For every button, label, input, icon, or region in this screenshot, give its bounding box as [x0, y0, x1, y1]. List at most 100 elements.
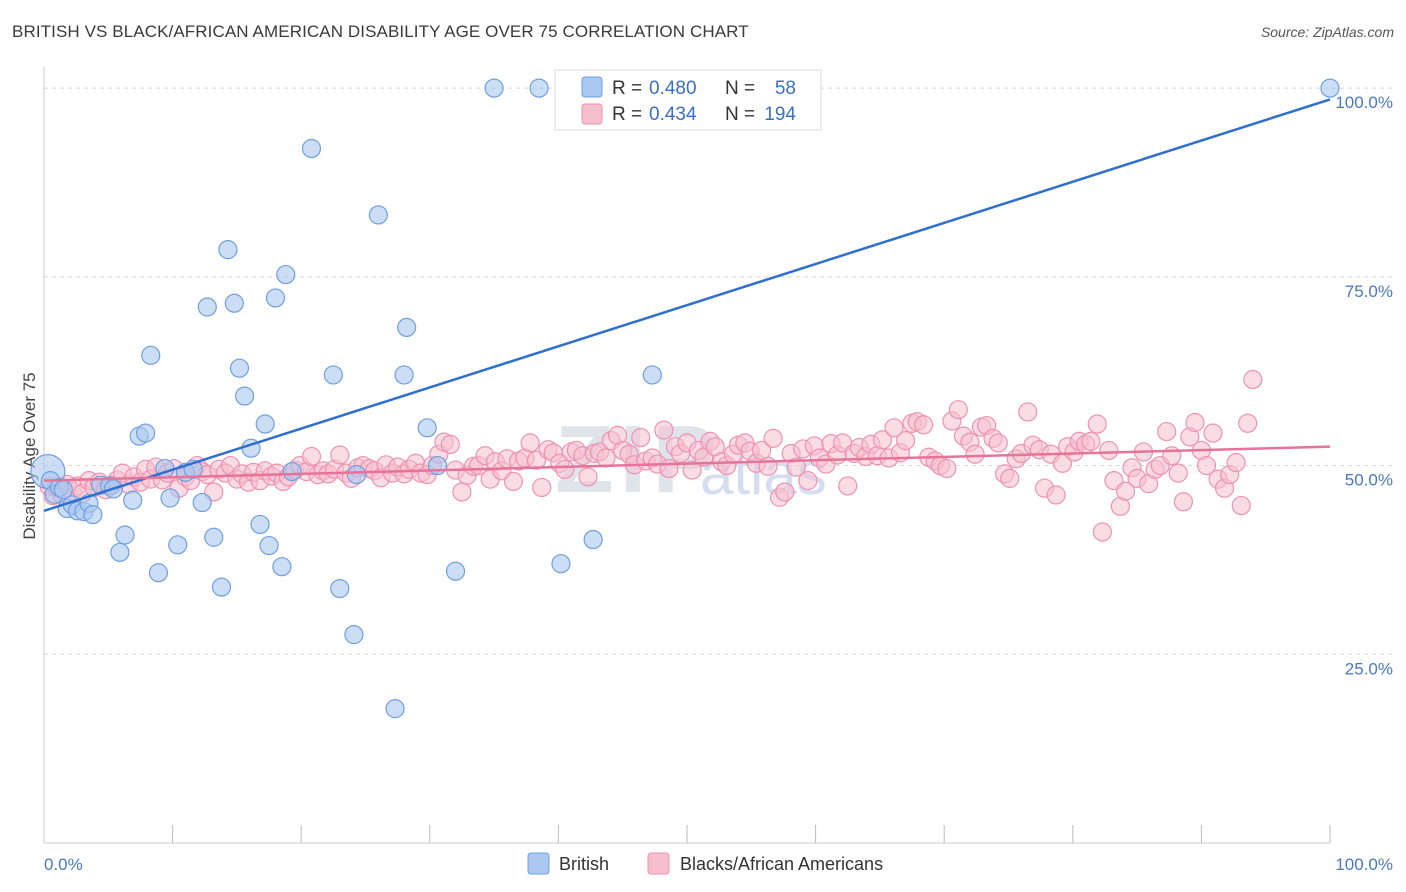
british-point-44: [330, 578, 350, 599]
legend-swatch-british: [581, 76, 603, 98]
legend-r-label-british: R =: [612, 78, 642, 99]
british-point-31: [224, 293, 244, 313]
black-point-210: [1243, 369, 1263, 390]
black-point-171: [1018, 402, 1038, 422]
british-point-48: [385, 699, 405, 719]
british-point-41: [282, 461, 302, 482]
british-point-30: [218, 240, 238, 260]
legend-swatch-black: [581, 103, 603, 125]
bottom-legend-swatch-black: [647, 852, 670, 875]
black-point-73: [452, 482, 472, 502]
british-point-49: [394, 365, 414, 385]
black-point-207: [1226, 452, 1246, 473]
british-point-55: [529, 78, 549, 98]
british-point-38: [265, 288, 286, 308]
y-tick-label-75: 75.0%: [1345, 282, 1393, 301]
black-point-195: [1157, 421, 1177, 442]
black-point-159: [948, 400, 968, 420]
british-point-42: [301, 138, 322, 159]
british-point-53: [445, 561, 466, 581]
trend-line-black: [43, 445, 1331, 482]
black-point-148: [884, 418, 904, 438]
black-point-197: [1168, 463, 1188, 483]
bottom-legend: British Blacks/African Americans: [527, 852, 883, 875]
bottom-legend-swatch-british: [527, 852, 550, 875]
black-point-85: [520, 433, 540, 453]
british-point-57: [583, 529, 603, 550]
british-point-36: [255, 414, 275, 434]
legend-n-value-black: 194: [764, 104, 796, 125]
british-point-45: [344, 625, 364, 645]
british-point-10: [83, 505, 103, 525]
black-point-203: [1203, 423, 1223, 443]
legend-r-value-black: 0.434: [649, 104, 697, 125]
black-point-157: [937, 458, 957, 479]
black-point-104: [631, 428, 651, 448]
black-point-162: [965, 444, 985, 464]
legend: R = 0.480 N = 58 R = 0.434 N = 194: [554, 69, 822, 131]
source-label: Source: ZipAtlas.com: [1260, 24, 1394, 40]
british-point-33: [235, 386, 255, 406]
bottom-legend-label-black: Blacks/African Americans: [680, 854, 883, 874]
black-point-150: [896, 431, 916, 451]
british-point-39: [272, 557, 292, 577]
trend-line-british: [43, 98, 1331, 513]
black-point-182: [1081, 431, 1101, 451]
black-point-176: [1046, 485, 1066, 505]
black-point-202: [1196, 455, 1217, 476]
y-tick-label-50: 50.0%: [1345, 471, 1393, 490]
british-point-58: [642, 365, 662, 385]
black-point-196: [1162, 446, 1182, 466]
legend-r-value-british: 0.480: [649, 78, 697, 99]
british-point-22: [160, 488, 180, 508]
british-point-43: [323, 365, 343, 385]
british-point-37: [259, 535, 279, 556]
black-point-126: [758, 456, 778, 476]
x-tick-label-100: 100.0%: [1335, 855, 1393, 874]
y-tick-label-25: 25.0%: [1345, 659, 1393, 678]
british-point-60: [1320, 78, 1340, 98]
black-point-185: [1099, 440, 1119, 461]
british-point-18: [135, 423, 156, 443]
black-point-153: [914, 415, 934, 435]
british-point-16: [123, 490, 143, 510]
british-point-52: [427, 455, 448, 476]
black-point-82: [503, 471, 523, 492]
black-point-140: [838, 476, 858, 496]
black-point-166: [988, 433, 1008, 453]
black-point-129: [775, 482, 795, 502]
british-point-29: [211, 577, 232, 597]
british-point-19: [141, 345, 161, 365]
british-point-27: [197, 297, 217, 317]
black-point-198: [1173, 492, 1193, 512]
british-point-40: [276, 264, 296, 285]
black-point-91: [555, 459, 575, 479]
black-point-109: [659, 458, 679, 479]
british-point-28: [204, 527, 224, 547]
y-tick-label-100: 100.0%: [1335, 93, 1393, 112]
black-point-98: [596, 448, 616, 468]
british-point-35: [250, 514, 270, 535]
black-point-71: [440, 434, 460, 455]
legend-n-label-british: N =: [725, 78, 755, 99]
british-point-50: [397, 317, 417, 338]
legend-r-label-black: R =: [612, 104, 642, 125]
black-point-188: [1115, 481, 1136, 501]
black-point-183: [1087, 414, 1107, 434]
black-point-95: [578, 467, 598, 487]
black-point-113: [682, 460, 702, 480]
black-point-200: [1185, 412, 1205, 433]
black-point-168: [1000, 468, 1020, 488]
british-point-14: [110, 542, 130, 562]
british-point-26: [192, 492, 212, 513]
black-point-87: [532, 477, 552, 498]
british-point-46: [346, 465, 367, 485]
black-point-131: [786, 457, 806, 477]
trend-lines: [43, 98, 1331, 513]
y-tick-labels: 25.0% 50.0% 75.0% 100.0%: [1335, 93, 1393, 678]
series-british-points: [30, 78, 1340, 719]
british-point-54: [484, 78, 504, 98]
british-point-56: [551, 554, 571, 574]
x-tick-labels: 0.0% 100.0%: [44, 855, 1393, 874]
